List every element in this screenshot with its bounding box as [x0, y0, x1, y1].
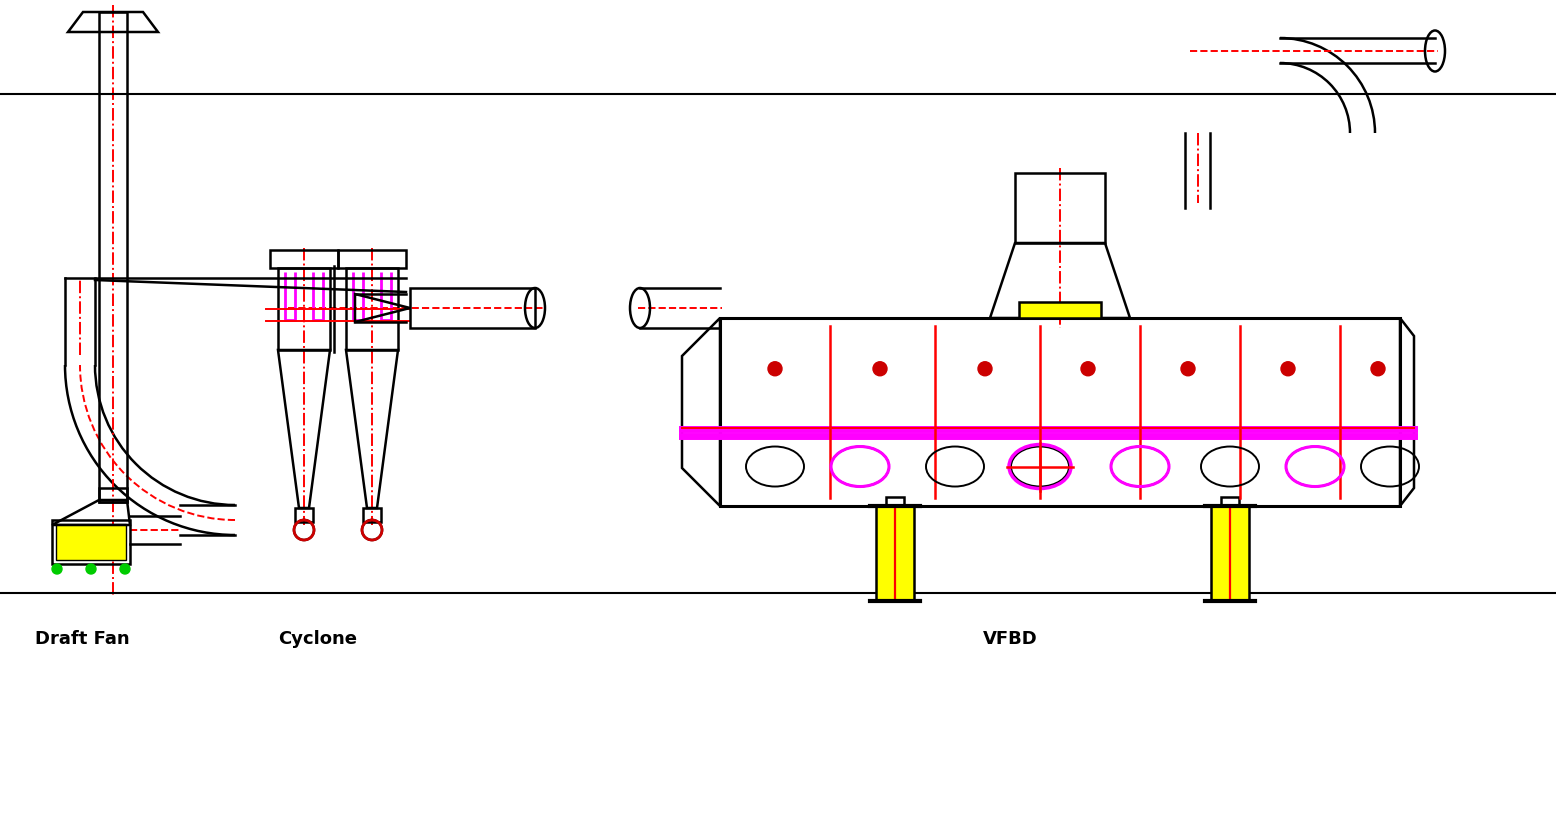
- Text: Draft Fan: Draft Fan: [34, 630, 129, 648]
- Bar: [345, 268, 398, 350]
- Circle shape: [769, 362, 783, 376]
- Text: Cyclone: Cyclone: [279, 630, 358, 648]
- Bar: [1019, 302, 1102, 318]
- Circle shape: [979, 362, 993, 376]
- Bar: [409, 288, 535, 328]
- Bar: [296, 508, 313, 522]
- Bar: [1221, 497, 1239, 506]
- Bar: [51, 520, 131, 564]
- Circle shape: [1081, 362, 1095, 376]
- Bar: [363, 508, 381, 522]
- Circle shape: [1371, 362, 1385, 376]
- Bar: [100, 488, 128, 502]
- Bar: [100, 12, 128, 502]
- Circle shape: [120, 564, 131, 574]
- Circle shape: [1181, 362, 1195, 376]
- Circle shape: [51, 564, 62, 574]
- Bar: [279, 268, 330, 350]
- Bar: [1015, 173, 1105, 243]
- Circle shape: [86, 564, 96, 574]
- Circle shape: [873, 362, 887, 376]
- Bar: [876, 506, 913, 601]
- Text: VFBD: VFBD: [983, 630, 1038, 648]
- Bar: [1211, 506, 1249, 601]
- Bar: [720, 318, 1400, 506]
- Circle shape: [1281, 362, 1295, 376]
- Bar: [56, 524, 126, 560]
- Bar: [338, 250, 406, 268]
- Bar: [271, 250, 338, 268]
- Bar: [885, 497, 904, 506]
